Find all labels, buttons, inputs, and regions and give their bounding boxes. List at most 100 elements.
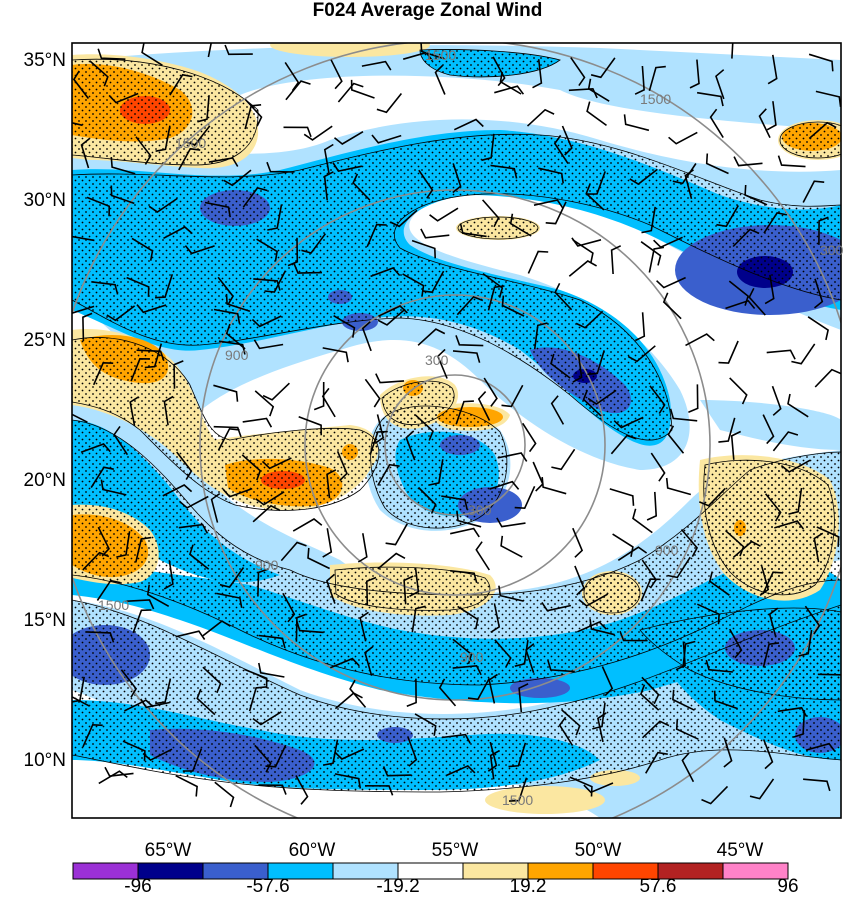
wind-barb <box>213 308 241 324</box>
stippling <box>72 49 841 793</box>
wind-barb <box>197 95 210 123</box>
wind-barb <box>532 59 543 89</box>
wind-barb <box>224 44 253 56</box>
wind-barb <box>283 126 312 138</box>
colorbar-label: -96 <box>124 876 151 897</box>
wind-barb <box>488 673 498 704</box>
wind-barb <box>610 245 622 275</box>
wind-barb <box>813 278 824 309</box>
wind-barb <box>86 631 115 643</box>
wind-barb <box>222 487 253 498</box>
wind-barb <box>420 228 450 239</box>
wind-barb <box>587 389 617 405</box>
wind-barb <box>533 199 564 209</box>
wind-barb <box>208 157 239 167</box>
wind-barb <box>701 785 729 805</box>
wind-barb <box>325 573 336 604</box>
wind-barb <box>375 373 405 384</box>
wind-barb <box>730 430 742 460</box>
wind-barb <box>132 609 152 634</box>
wind-barb <box>295 775 309 805</box>
wind-barb <box>202 620 231 637</box>
wind-barb <box>129 396 140 426</box>
wind-barb <box>490 164 518 179</box>
wind-barb <box>456 295 484 316</box>
wind-barb <box>572 353 583 383</box>
wind-barb <box>554 282 573 311</box>
colorbar <box>72 862 789 880</box>
wind-barb <box>80 138 90 169</box>
wind-barb <box>650 452 666 482</box>
wind-barb <box>680 528 699 557</box>
wind-barb <box>330 59 343 90</box>
wind-barb <box>696 603 720 625</box>
wind-barb <box>175 774 198 797</box>
wind-barb <box>634 312 646 342</box>
wind-barbs <box>72 43 841 808</box>
wind-barb <box>748 287 766 316</box>
ring-labels: 1500 1500 1500 1500 1500 900 900 900 900… <box>98 47 844 808</box>
wind-barb <box>261 457 292 470</box>
wind-barb <box>452 664 482 676</box>
wind-barb <box>417 486 437 514</box>
wind-barb <box>296 620 324 634</box>
wind-barb <box>146 584 170 607</box>
map-plot-area <box>72 43 841 818</box>
wind-barb <box>572 527 584 558</box>
wind-barb <box>629 168 658 186</box>
wind-barb <box>155 678 172 705</box>
colorbar-label: -19.2 <box>376 876 419 897</box>
wind-barb <box>568 87 598 99</box>
wind-barb <box>641 720 670 739</box>
wind-barb <box>571 237 602 247</box>
wind-barb <box>303 125 333 141</box>
wind-barb <box>645 751 668 774</box>
wind-barb <box>558 716 574 746</box>
wind-barb <box>267 204 283 231</box>
wind-barb <box>120 669 138 698</box>
wind-barb <box>518 683 529 713</box>
wind-barb <box>772 431 799 452</box>
wind-barb <box>295 613 307 642</box>
wind-barb <box>675 719 699 740</box>
wind-barb <box>173 360 184 389</box>
lat-label: 30°N <box>24 190 66 211</box>
wind-barb <box>541 601 572 612</box>
wind-barb <box>207 43 213 58</box>
wind-barb <box>326 469 337 499</box>
wind-barb <box>185 125 211 146</box>
wind-barb <box>141 43 163 66</box>
wind-barb <box>436 348 448 379</box>
lat-label: 25°N <box>24 330 66 351</box>
wind-barb <box>217 276 234 306</box>
wind-barb <box>749 778 775 800</box>
wind-barb <box>72 121 83 127</box>
wind-barb <box>667 425 685 454</box>
wind-barb <box>500 535 523 558</box>
wind-barb <box>334 773 362 789</box>
wind-barb <box>684 169 694 200</box>
wind-barb <box>371 134 402 144</box>
wind-barb <box>780 459 811 473</box>
wind-barb <box>538 167 564 184</box>
wind-barb <box>178 147 201 171</box>
wind-barb <box>612 533 634 557</box>
wind-barb <box>482 272 504 298</box>
wind-barb <box>787 393 809 418</box>
wind-barb <box>334 748 365 760</box>
wind-barb <box>561 125 573 156</box>
wind-barb <box>258 662 285 678</box>
wind-barb <box>258 784 287 795</box>
wind-barb <box>418 169 434 199</box>
wind-barb <box>610 434 637 455</box>
wind-barb <box>681 752 695 783</box>
wind-barb <box>82 723 103 748</box>
wind-barb <box>665 477 692 496</box>
ring-label: 1500 <box>640 91 671 107</box>
wind-barb <box>377 463 400 486</box>
wind-barb <box>623 114 650 132</box>
wind-barb <box>762 739 774 770</box>
wind-barb <box>585 183 605 211</box>
wind-barb <box>403 575 414 605</box>
wind-barb <box>708 571 730 596</box>
